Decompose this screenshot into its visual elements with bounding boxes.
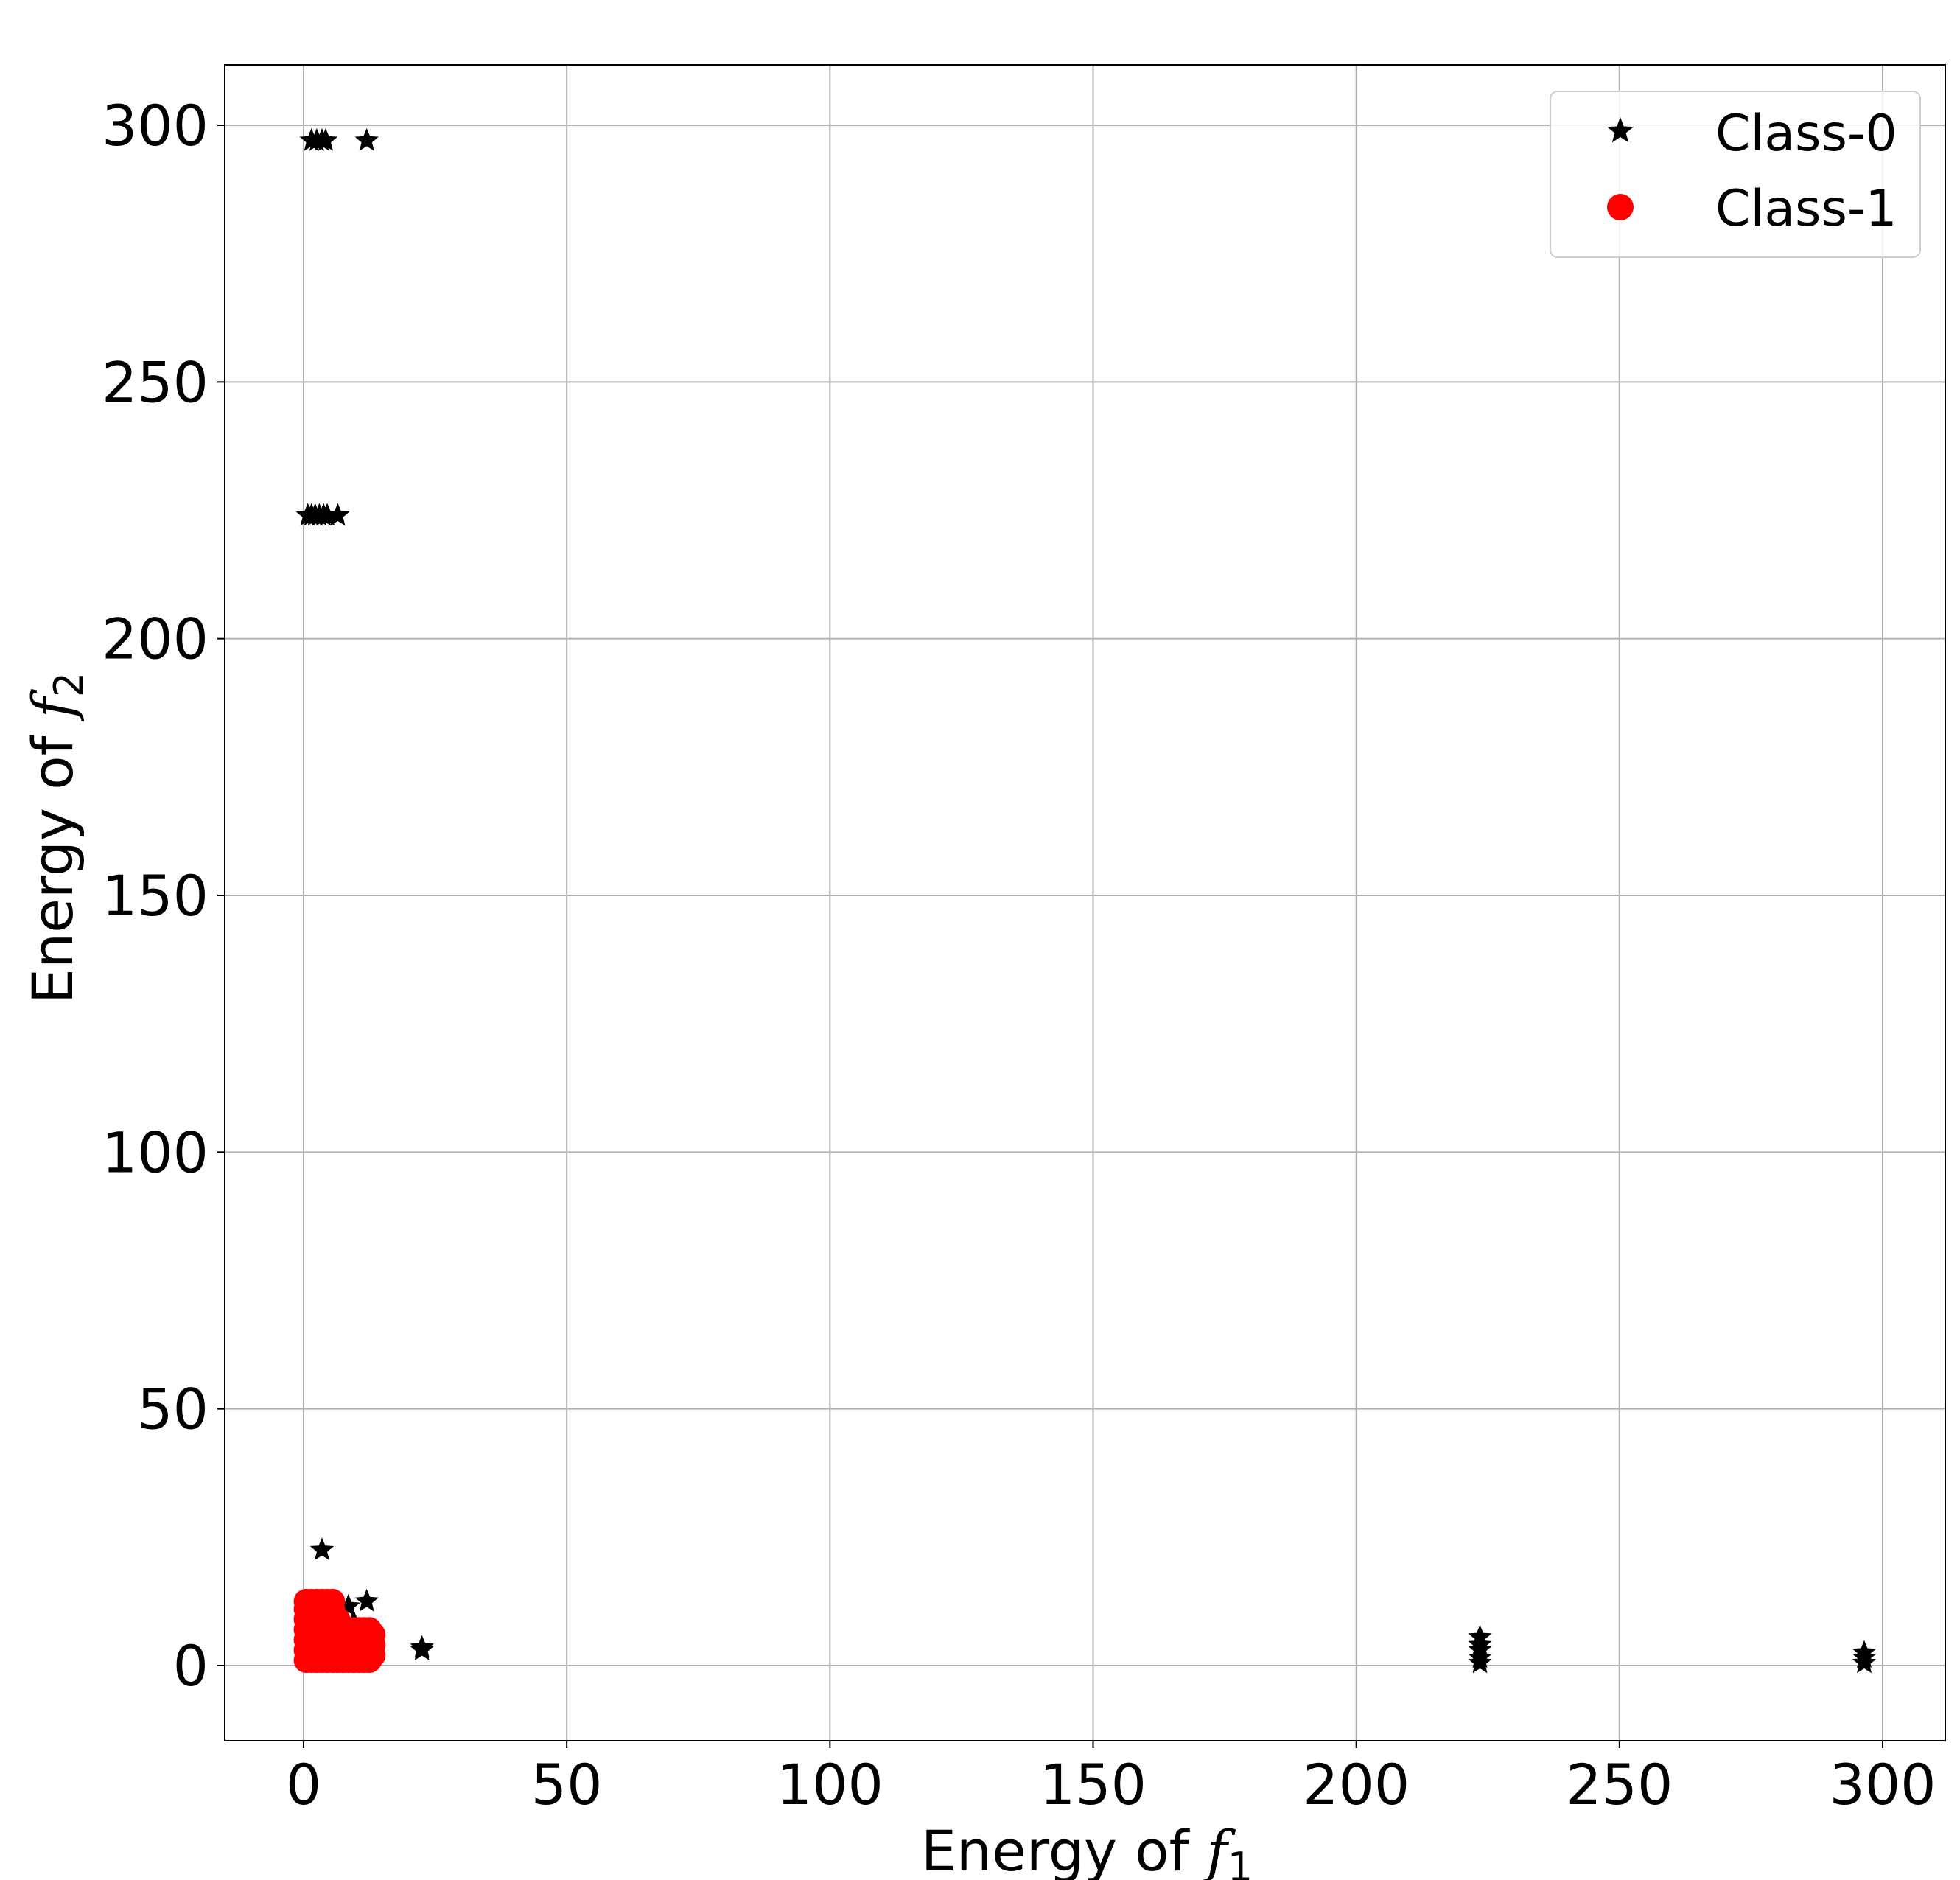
x-tick-label: 150: [1040, 1752, 1147, 1817]
y-tick-label: 0: [173, 1633, 209, 1699]
y-tick-label: 200: [102, 607, 209, 672]
legend-label-class-1: Class-1: [1715, 180, 1897, 238]
axis-ticks: 0 50 100 150 200 250 300 0 50 100 150 200 250 300: [102, 93, 1936, 1817]
class-0-point: [354, 1588, 379, 1612]
class-0-point: [354, 127, 379, 151]
x-axis-label: Energy of f1: [921, 1818, 1253, 1880]
data-points: [293, 127, 1877, 1674]
x-tick-label: 200: [1303, 1752, 1410, 1817]
y-axis-label: Energy of f2: [20, 672, 92, 1004]
legend-box: [1550, 91, 1921, 258]
y-tick-label: 50: [137, 1377, 209, 1442]
y-tick-label: 100: [102, 1119, 209, 1185]
x-tick-label: 0: [286, 1752, 321, 1817]
legend: Class-0 Class-1: [1550, 91, 1921, 258]
class-0-point: [326, 503, 350, 526]
y-tick-label: 300: [102, 93, 209, 158]
y-tick-label: 250: [102, 349, 209, 415]
class-0-point: [410, 1638, 434, 1660]
legend-circle-icon: [1607, 194, 1634, 220]
class-0-point: [309, 1537, 335, 1560]
grid-lines: [225, 65, 1945, 1741]
class-0-point: [315, 503, 340, 526]
legend-label-class-0: Class-0: [1715, 105, 1897, 163]
x-tick-label: 250: [1566, 1752, 1673, 1817]
x-tick-label: 300: [1829, 1752, 1936, 1817]
legend-star-icon: [1606, 117, 1634, 143]
x-tick-label: 100: [777, 1752, 883, 1817]
class-1-point: [360, 1622, 386, 1648]
y-tick-label: 150: [102, 863, 209, 929]
class-0-point: [1852, 1650, 1877, 1674]
x-tick-label: 50: [531, 1752, 603, 1817]
class-0-point: [1468, 1650, 1492, 1674]
plot-frame: [224, 64, 1946, 1741]
class-0-point: [313, 127, 338, 151]
